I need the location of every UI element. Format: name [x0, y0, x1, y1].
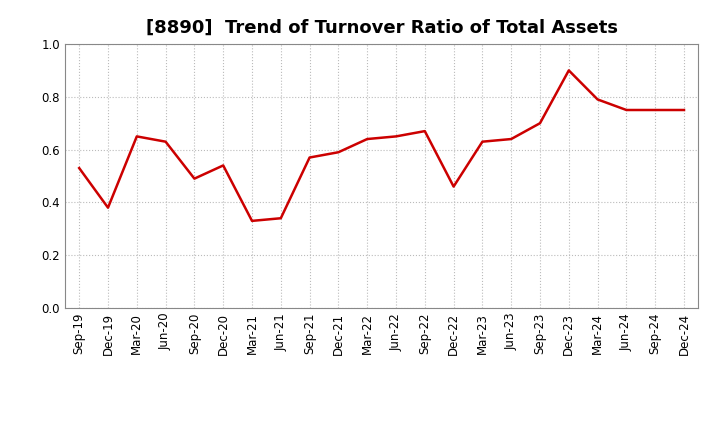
Title: [8890]  Trend of Turnover Ratio of Total Assets: [8890] Trend of Turnover Ratio of Total …: [145, 19, 618, 37]
